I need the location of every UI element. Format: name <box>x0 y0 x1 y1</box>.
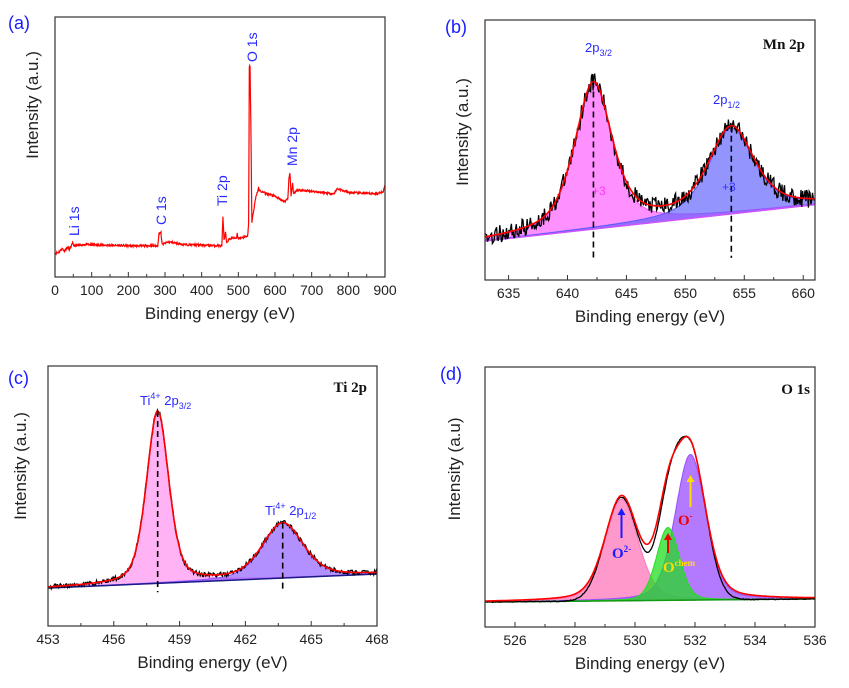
plot-frame <box>484 19 816 281</box>
fit-component-area-2 <box>484 526 816 603</box>
panel-title: O 1s <box>781 382 810 398</box>
x-axis-label: Binding energy (eV) <box>137 653 287 672</box>
x-tick-label: 500 <box>227 282 251 298</box>
peak-label-subscript: 3/2 <box>179 401 192 411</box>
fit-envelope-line <box>485 435 815 602</box>
experimental-spectrum-line <box>484 72 816 246</box>
peak-label-main: 2p <box>585 40 599 55</box>
y-axis-label: Intensity (a.u.) <box>23 51 42 159</box>
panel-label: (b) <box>445 17 467 37</box>
x-tick-label: 0 <box>51 282 59 298</box>
peak-label-subscript: 1/2 <box>727 100 740 110</box>
background-line <box>484 203 816 242</box>
x-tick-label: 534 <box>743 632 767 648</box>
fit-envelope-line <box>48 410 377 588</box>
x-tick-label: 400 <box>190 282 214 298</box>
x-tick-label: 465 <box>300 631 324 647</box>
peak-label-superscript: 4+ <box>275 501 285 511</box>
x-tick-label: 800 <box>337 282 361 298</box>
panel-c: 453 456 459 462 465 468 Binding energy (eV) Int… <box>8 365 389 672</box>
peak-label-subscript: 3/2 <box>599 48 612 58</box>
x-tick-label: 526 <box>503 632 527 648</box>
x-tick-label: 528 <box>563 632 587 648</box>
background-line <box>47 573 378 589</box>
peak-label: Ochem <box>663 558 696 576</box>
plot-frame <box>47 365 378 627</box>
peak-label-main: O <box>612 546 624 562</box>
experimental-spectrum-line <box>484 435 816 603</box>
fit-envelope-line <box>484 80 815 238</box>
arrow-up-icon <box>664 533 672 540</box>
peak-annotation: O 1s <box>244 32 260 62</box>
x-tick-label: 655 <box>733 285 757 301</box>
y-axis-label: Intensity (a.u.) <box>453 78 472 186</box>
peak-label-superscript: 2- <box>624 544 632 554</box>
panel-title: Ti 2p <box>334 380 368 396</box>
peak-label: 2p1/2 <box>713 92 740 110</box>
peak-label-subscript: 1/2 <box>304 511 317 521</box>
x-axis-label: Binding energy (eV) <box>575 307 725 326</box>
panel-b: 635 640 645 650 655 660 Binding energy (eV) Int… <box>445 17 816 326</box>
peak-label-superscript: - <box>690 511 693 521</box>
peak-label: Ti4+ 2p1/2 <box>265 501 316 521</box>
peak-label-middle: 2p <box>286 503 304 518</box>
panel-a: 0 100 200 300 400 500 600 700 800 900 Binding ener… <box>8 13 397 323</box>
x-tick-label: 900 <box>373 282 397 298</box>
x-tick-label: 640 <box>556 285 580 301</box>
oxidation-state-label: +3 <box>722 180 736 194</box>
peak-label-main: Ti <box>265 503 275 518</box>
panel-d: 526 528 530 532 534 536 Binding energy (eV) Int… <box>440 364 827 673</box>
peak-label-superscript: chem <box>675 558 696 568</box>
peak-label-main: O <box>663 560 675 576</box>
experimental-spectrum-line <box>47 408 378 591</box>
panel-title: Mn 2p <box>763 37 805 53</box>
peak-annotation: Ti 2p <box>214 175 230 206</box>
x-tick-label: 532 <box>683 632 707 648</box>
peak-label: 2p3/2 <box>585 40 612 58</box>
peak-label-superscript: 4+ <box>150 391 160 401</box>
x-tick-label: 462 <box>234 631 258 647</box>
x-axis-label: Binding energy (eV) <box>575 654 725 673</box>
y-axis-label: Intensity (a.u.) <box>11 412 30 520</box>
x-tick-label: 536 <box>803 632 827 648</box>
peak-label-main: O <box>678 513 690 529</box>
plot-frame <box>484 366 816 628</box>
fit-component-area-0 <box>47 411 378 589</box>
x-tick-label: 453 <box>36 631 60 647</box>
peak-label-main: 2p <box>713 92 727 107</box>
arrow-up-icon <box>686 475 695 482</box>
x-tick-label: 600 <box>263 282 287 298</box>
x-tick-label: 530 <box>623 632 647 648</box>
panel-label: (d) <box>440 364 462 384</box>
x-axis-label: Binding energy (eV) <box>145 304 295 323</box>
x-tick-label: 200 <box>117 282 141 298</box>
fit-component-area-1 <box>47 522 378 589</box>
peak-label-main: Ti <box>140 393 150 408</box>
x-tick-label: 645 <box>615 285 639 301</box>
peak-label: O2- <box>612 544 631 562</box>
y-axis-label: Intensity (a.u) <box>445 418 464 521</box>
peak-label-middle: 2p <box>161 393 179 408</box>
peak-annotation: Mn 2p <box>284 127 300 166</box>
peak-label: O- <box>678 511 693 529</box>
x-tick-label: 650 <box>674 285 698 301</box>
x-tick-label: 468 <box>365 631 389 647</box>
x-tick-label: 100 <box>80 282 104 298</box>
arrow-up-icon <box>617 508 626 515</box>
panel-label: (a) <box>8 13 30 33</box>
oxidation-state-label: +3 <box>592 184 606 198</box>
x-tick-label: 456 <box>102 631 126 647</box>
survey-spectrum-line <box>54 63 386 256</box>
x-tick-label: 300 <box>153 282 177 298</box>
plot-frame <box>54 16 386 278</box>
x-tick-label: 635 <box>497 285 521 301</box>
x-tick-label: 700 <box>300 282 324 298</box>
x-tick-label: 660 <box>792 285 816 301</box>
peak-label: Ti4+ 2p3/2 <box>140 391 191 411</box>
peak-annotation: C 1s <box>153 196 169 225</box>
peak-annotation: Li 1s <box>66 206 82 236</box>
x-tick-label: 459 <box>168 631 192 647</box>
panel-label: (c) <box>8 368 29 388</box>
